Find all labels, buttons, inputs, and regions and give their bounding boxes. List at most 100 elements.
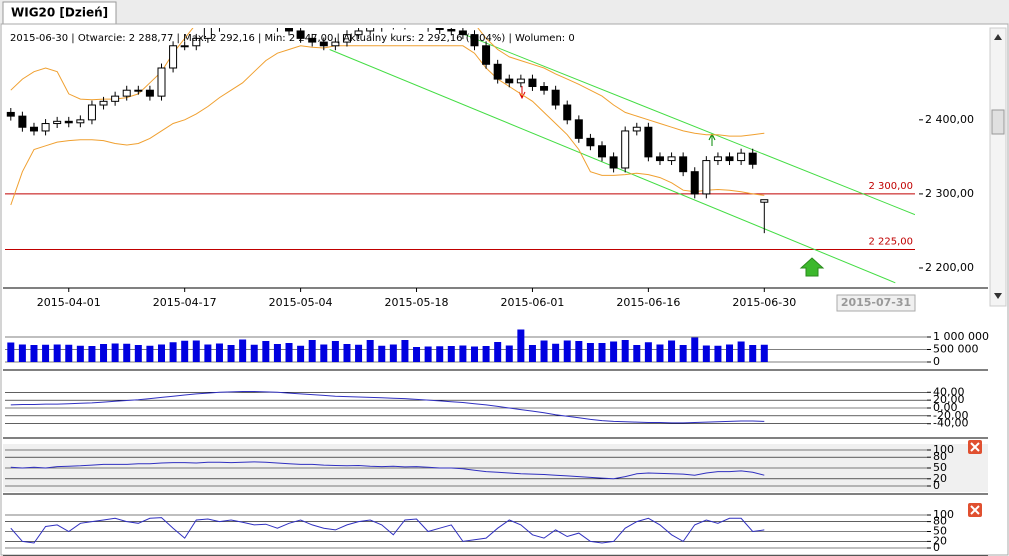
volume-bar (482, 346, 490, 362)
volume-bar (331, 341, 339, 362)
volume-bar (18, 344, 26, 362)
end-date-box (836, 294, 916, 312)
candle-body (41, 123, 50, 132)
candle-body (122, 89, 131, 97)
volume-bar (424, 346, 432, 362)
candle-body (354, 30, 363, 36)
volume-bar (285, 343, 293, 362)
volume-bar (53, 344, 61, 362)
volume-bar (726, 344, 734, 362)
candle-body (470, 34, 479, 47)
volume-bar (227, 345, 235, 362)
y-tick-label: 20 (933, 534, 947, 547)
candle-body (192, 37, 201, 47)
candle-body (203, 28, 212, 39)
candle-body (690, 171, 699, 195)
volume-bar (273, 344, 281, 362)
y-tick-label: 0,00 (933, 401, 958, 414)
volume-bar (656, 344, 664, 362)
volume-bar (134, 345, 142, 362)
candle-body (713, 156, 722, 162)
candle-body (64, 120, 73, 124)
band-line (10, 45, 765, 206)
y-tick-label: -20,00 (933, 409, 968, 422)
x-tick-label: 2015-04-17 (153, 296, 217, 309)
volume-bar (413, 347, 421, 362)
candle-body (748, 152, 757, 165)
volume-bar (737, 341, 745, 362)
candle-body (482, 45, 491, 65)
y-tick-label: 2 300,00 (925, 187, 974, 200)
candle-body (435, 28, 444, 30)
volume-bar (308, 340, 316, 362)
volume-bar (517, 329, 525, 362)
h-line-label: 2 300,00 (868, 181, 913, 192)
candle-body (505, 78, 514, 84)
volume-bar (679, 345, 687, 362)
candle-body (621, 130, 630, 169)
candle-body (574, 119, 583, 139)
candle-body (331, 41, 340, 47)
candle-body (319, 41, 328, 47)
y-tick-label: 40,00 (933, 385, 965, 398)
volume-bar (459, 345, 467, 362)
candle-body (679, 156, 688, 173)
indicator-line (10, 391, 765, 424)
volume-bar (366, 340, 374, 362)
volume-bar (111, 343, 119, 362)
candle-body (655, 156, 664, 162)
candle-body (760, 199, 769, 203)
close-icon[interactable] (970, 505, 980, 515)
volume-bar (88, 346, 96, 362)
tab-title[interactable]: WIG20 [Dzień] (11, 6, 108, 20)
volume-bar (181, 340, 189, 362)
candle-body (540, 86, 549, 91)
scroll-thumb[interactable] (991, 109, 1005, 135)
candle-body (76, 119, 85, 124)
volume-bar (250, 344, 258, 362)
y-tick-label: 2 200,00 (925, 261, 974, 274)
x-tick-label: 2015-06-30 (732, 296, 796, 309)
candle-body (528, 78, 537, 88)
volume-bar (633, 345, 641, 362)
volume-bar (436, 346, 444, 362)
scrollbar[interactable] (989, 27, 1007, 307)
volume-bar (65, 344, 73, 362)
volume-bar (447, 346, 455, 362)
volume-bar (297, 345, 305, 362)
x-tick-label: 2015-04-01 (37, 296, 101, 309)
candle-body (111, 95, 120, 102)
y-tick-label: -40,00 (933, 417, 968, 430)
candle-body (644, 126, 653, 158)
volume-bar (401, 340, 409, 362)
volume-bar (378, 345, 386, 362)
volume-bar (100, 344, 108, 362)
volume-bar (505, 345, 513, 362)
volume-bar (192, 340, 200, 362)
candle-body (609, 156, 618, 169)
close-icon[interactable] (970, 442, 980, 452)
volume-bar (470, 346, 478, 362)
volume-bar (563, 340, 571, 362)
frame (0, 23, 1009, 556)
x-tick-label: 2015-06-16 (616, 296, 680, 309)
candle-body (6, 111, 15, 117)
candle-body (53, 120, 62, 125)
volume-bar (239, 339, 247, 362)
buy-signal (799, 257, 825, 277)
volume-bar (552, 343, 560, 362)
indicator-line (10, 517, 765, 544)
x-tick-label: 2015-05-04 (269, 296, 333, 309)
candle-body (296, 30, 305, 39)
volume-bar (528, 345, 536, 362)
candle-body (366, 28, 375, 32)
volume-bar (575, 341, 583, 362)
buy-marker (708, 132, 716, 146)
volume-bar (355, 344, 363, 362)
y-tick-label: 50 (933, 461, 947, 474)
volume-bar (42, 344, 50, 362)
volume-bar (621, 340, 629, 362)
candle-body (586, 137, 595, 147)
